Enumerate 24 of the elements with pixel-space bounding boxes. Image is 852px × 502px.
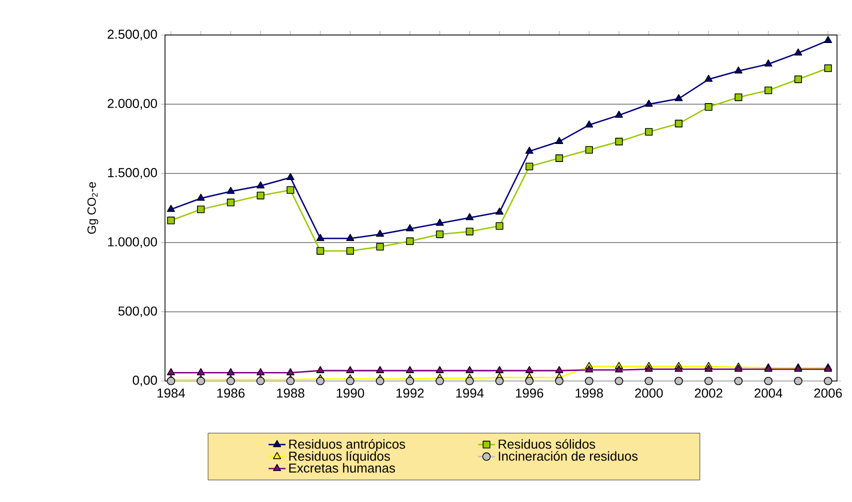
x-tick-label: 1990: [336, 388, 364, 398]
x-tick-label: 1986: [217, 388, 245, 398]
legend-label: Incineración de residuos: [498, 451, 638, 461]
x-tick-label: 1992: [396, 388, 424, 398]
x-tick-label: 1984: [158, 388, 185, 398]
x-tick-label: 2004: [754, 388, 782, 398]
y-tick-label: 1.500,00: [108, 168, 157, 179]
x-tick-label: 2006: [814, 388, 842, 398]
y-tick-label: 1.000,00: [108, 237, 157, 248]
x-tick-label: 1994: [456, 388, 484, 398]
y-tick-label: 2.000,00: [108, 98, 157, 110]
y-tick-label: 2.500,00: [108, 30, 157, 40]
x-tick-label: 2002: [694, 388, 722, 398]
x-tick-label: 1998: [576, 388, 603, 398]
x-tick-label: 2000: [635, 388, 663, 398]
x-tick-label: 1996: [516, 388, 544, 398]
legend-label: Residuos líquidos: [289, 451, 390, 464]
legend-label: Excretas humanas: [289, 463, 396, 473]
x-tick-label: 1988: [277, 388, 304, 398]
y-tick-label: 0,00: [132, 376, 157, 386]
y-axis-title: Gg CO$_{2}$-e: [87, 182, 98, 234]
legend-label: Residuos antrópicos: [289, 439, 406, 452]
y-tick-label: 500,00: [118, 306, 157, 318]
legend-label: Residuos sólidos: [498, 439, 596, 449]
